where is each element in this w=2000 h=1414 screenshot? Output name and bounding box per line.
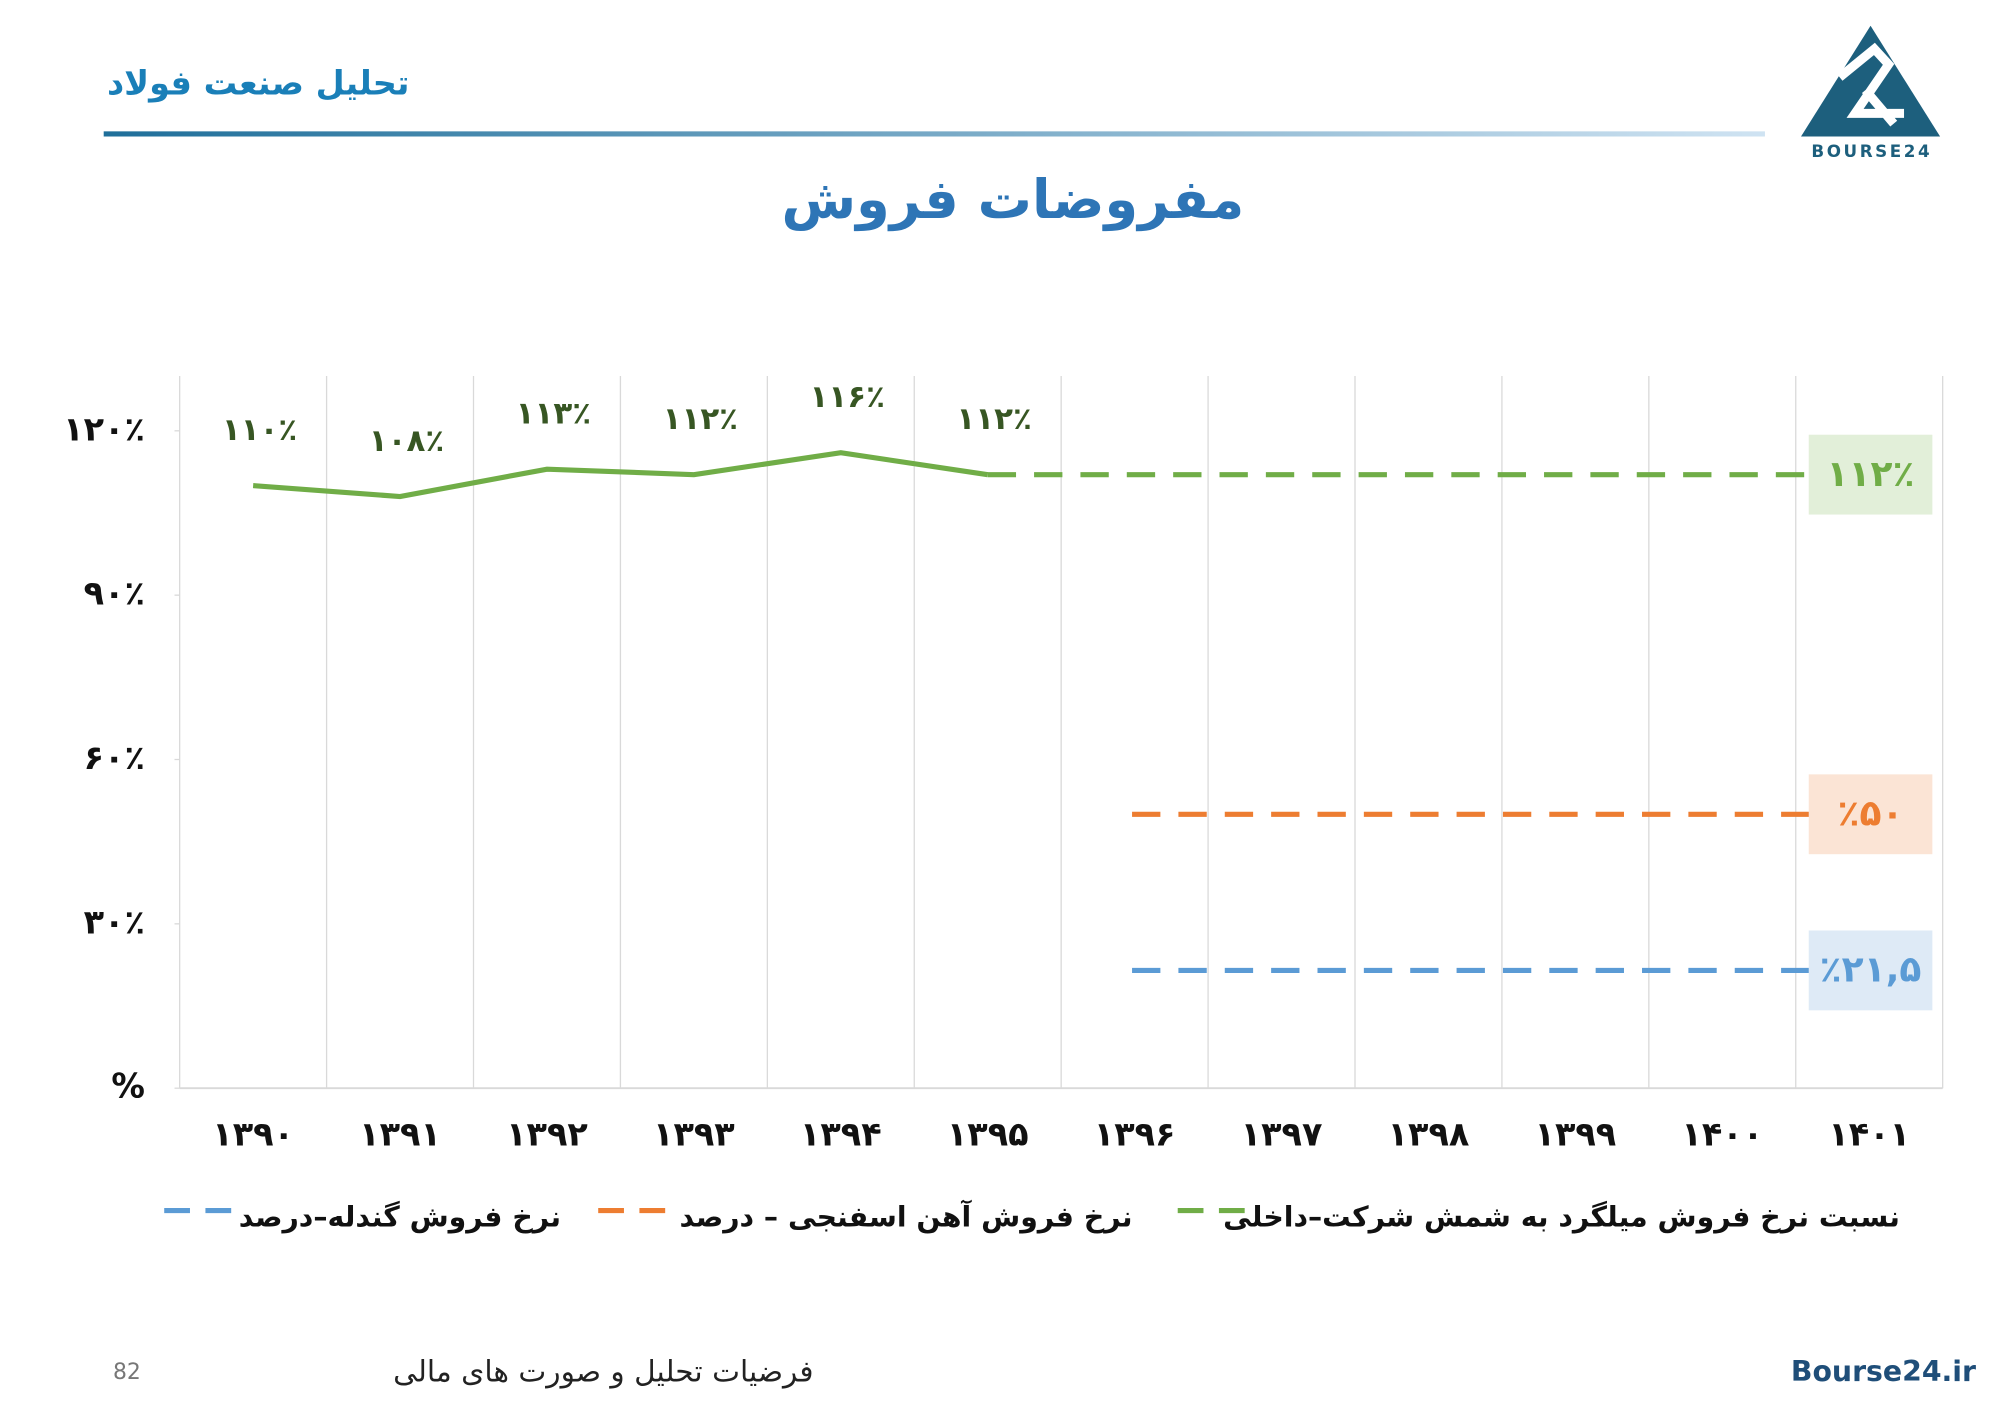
legend-label: نسبت نرخ فروش میلگرد به شمش شرکت–داخلی: [1223, 1200, 1900, 1233]
series-line: [252, 450, 989, 500]
x-tick-label: ۱۴۰۰: [1681, 1114, 1763, 1153]
data-label: ۱۱۰٪: [222, 412, 297, 448]
forecast-box: [1808, 434, 1933, 515]
forecast-label: ٪۵۰: [1838, 793, 1904, 835]
x-tick-label: ۱۳۹۴: [800, 1114, 882, 1153]
forecast-label: ٪۲۱,۵: [1820, 949, 1922, 991]
data-label: ۱۱۳٪: [516, 396, 591, 432]
x-tick-label: ۱۳۹۵: [947, 1114, 1029, 1153]
legend-label: نرخ فروش آهن اسفنجی – درصد: [679, 1199, 1132, 1233]
data-label: ۱۱۲٪: [663, 401, 738, 437]
data-label: ۱۰۸٪: [369, 423, 444, 459]
x-tick-label: ۱۳۹۹: [1535, 1114, 1617, 1153]
header-rule: [103, 131, 1765, 137]
y-tick-label: ۱۲۰٪: [63, 409, 145, 448]
forecast-label: ۱۱۲٪: [1827, 453, 1915, 495]
legend-label: نرخ فروش گندله–درصد: [239, 1200, 561, 1233]
x-tick-label: ۱۳۹۲: [506, 1114, 588, 1153]
page-number: 82: [113, 1360, 141, 1385]
plot: % ۳۰٪ ۶۰٪ ۹۰٪ ۱۲۰٪ ۱۳۹۰ ۱۳۹۱ ۱۳۹۲ ۱۳۹۳ ۱۳۹۴ ۱۳۹۵ ۱۳…: [63, 376, 1944, 1233]
y-tick-label: ۶۰٪: [84, 738, 145, 777]
data-label: ۱۱۶٪: [810, 379, 885, 415]
y-tick-label: ۹۰٪: [84, 574, 145, 613]
x-tick-label: ۱۳۹۳: [653, 1114, 735, 1153]
logo-text: BOURSE24: [1811, 141, 1932, 161]
x-tick-label: ۱۳۹۸: [1388, 1114, 1470, 1153]
forecast-box: [1808, 774, 1933, 855]
x-tick-label: ۱۳۹۰: [212, 1114, 294, 1153]
x-tick-label: ۱۳۹۱: [359, 1114, 441, 1153]
x-tick-label: ۱۳۹۶: [1094, 1114, 1176, 1153]
footer-site: Bourse24.ir: [1791, 1355, 1976, 1388]
footer-section: فرضیات تحلیل و صورت های مالی: [393, 1354, 813, 1388]
x-tick-label: ۱۳۹۷: [1241, 1114, 1323, 1153]
x-tick-label: ۱۴۰۱: [1828, 1114, 1910, 1153]
header-subject: تحلیل صنعت فولاد: [107, 63, 410, 103]
logo: BOURSE24: [1801, 25, 1941, 161]
y-tick-label: %: [111, 1067, 145, 1106]
y-tick-label: ۳۰٪: [84, 902, 145, 941]
data-label: ۱۱۲٪: [956, 401, 1031, 437]
chart-title: مفروضات فروش: [782, 168, 1245, 231]
forecast-box: [1808, 930, 1933, 1011]
